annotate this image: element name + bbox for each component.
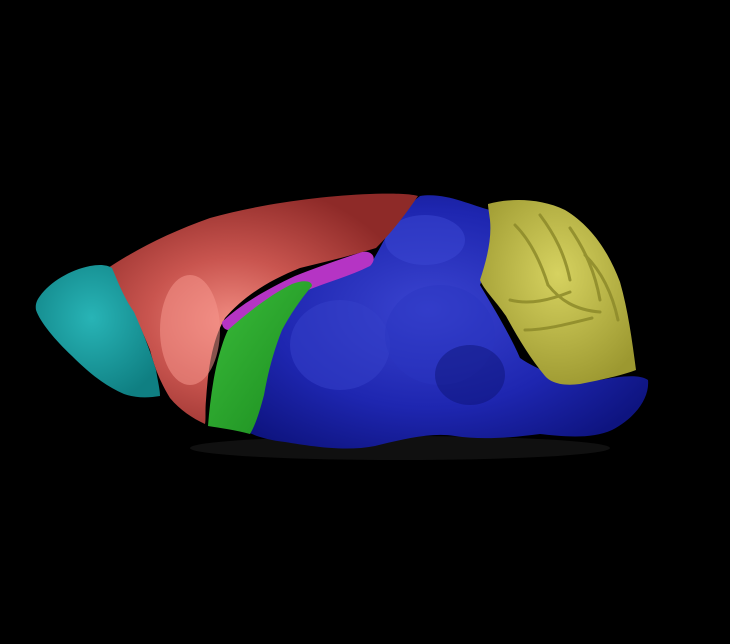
brainstem-shadow-blob	[435, 345, 505, 405]
olfactory-bulb-region	[35, 264, 161, 398]
striatum-region	[208, 281, 312, 434]
cerebellum-folia	[508, 213, 620, 332]
brainstem-highlight	[290, 300, 390, 390]
brainstem-highlight	[385, 285, 495, 385]
brainstem-highlight	[385, 215, 465, 265]
cortex-highlight	[160, 275, 220, 385]
cerebellum-region	[480, 200, 636, 385]
